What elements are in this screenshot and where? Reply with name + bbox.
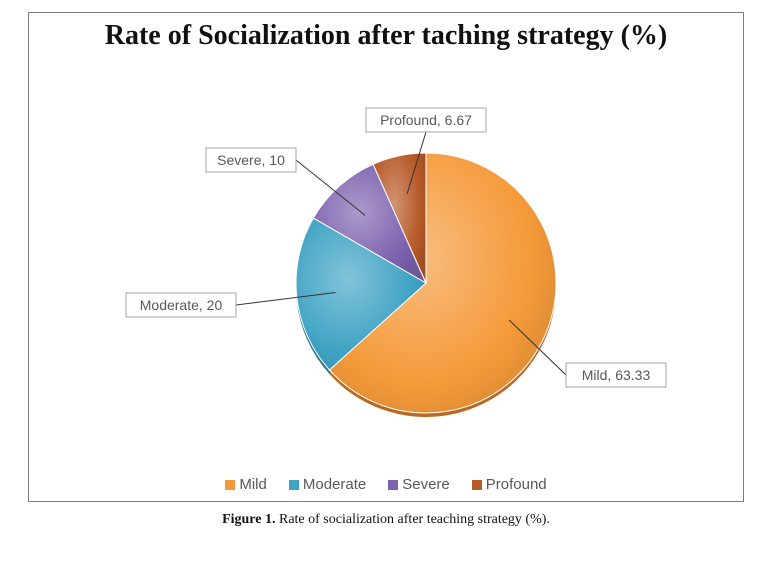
caption-figure-label: Figure 1. (222, 512, 275, 527)
legend-item-mild: Mild (225, 476, 267, 493)
swatch-mild (225, 480, 235, 490)
legend-label: Moderate (303, 476, 366, 493)
pie-area: Mild, 63.33 Moderate, 20 Severe, 10 Profoun… (29, 93, 743, 449)
legend: Mild Moderate Severe Profound (29, 476, 743, 493)
legend-item-profound: Profound (472, 476, 547, 493)
callout-label-profound: Profound, 6.67 (380, 112, 472, 128)
legend-label: Severe (402, 476, 450, 493)
callout-label-moderate: Moderate, 20 (140, 297, 223, 313)
chart-card: Rate of Socialization after taching stra… (28, 12, 744, 502)
callout-label-severe: Severe, 10 (217, 152, 285, 168)
swatch-moderate (289, 480, 299, 490)
pie-chart: Mild, 63.33 Moderate, 20 Severe, 10 Profoun… (36, 93, 736, 453)
legend-label: Mild (239, 476, 267, 493)
legend-item-moderate: Moderate (289, 476, 366, 493)
figure-caption: Figure 1. Rate of socialization after te… (0, 512, 772, 528)
callout-label-mild: Mild, 63.33 (582, 367, 651, 383)
caption-text: Rate of socialization after teaching str… (279, 512, 550, 527)
swatch-severe (388, 480, 398, 490)
legend-label: Profound (486, 476, 547, 493)
legend-item-severe: Severe (388, 476, 450, 493)
swatch-profound (472, 480, 482, 490)
chart-title: Rate of Socialization after taching stra… (49, 19, 723, 53)
